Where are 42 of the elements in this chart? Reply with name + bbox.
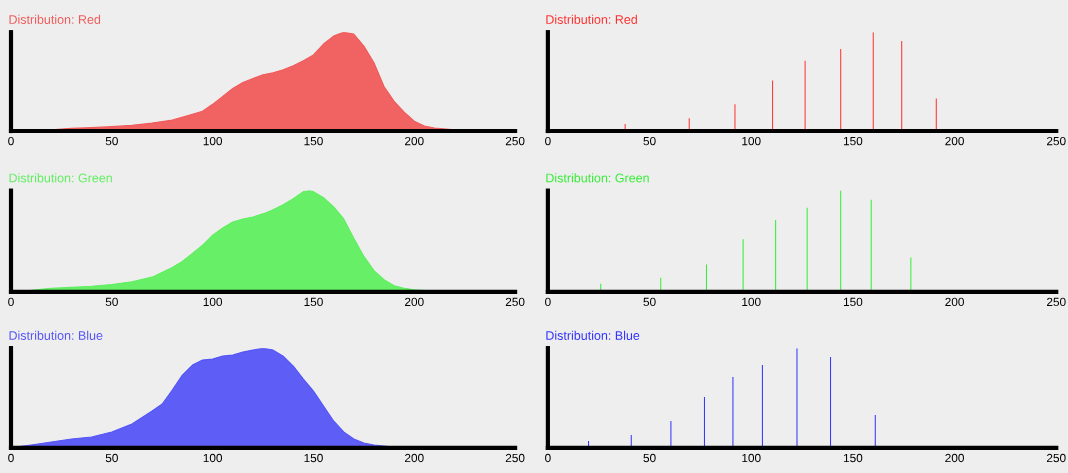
x-tick-label: 0	[545, 297, 551, 307]
x-tick-label: 250	[505, 453, 525, 463]
x-tick-label: 100	[742, 136, 761, 146]
x-tick-label: 150	[843, 297, 863, 307]
chart-title: Distribution: Blue	[546, 330, 640, 340]
x-tick-label: 150	[843, 453, 863, 463]
x-tick-label: 200	[405, 136, 424, 146]
x-tick-label: 250	[1047, 136, 1066, 146]
chart-title: Distribution: Blue	[9, 330, 103, 340]
x-tick-label: 100	[203, 136, 223, 146]
chart-title: Distribution: Green	[9, 173, 112, 183]
x-tick-label: 0	[545, 136, 551, 146]
x-tick-label: 250	[505, 297, 525, 307]
x-tick-label: 100	[203, 297, 223, 307]
x-tick-label: 200	[405, 453, 424, 463]
x-tick-label: 50	[105, 136, 118, 146]
chart-title: Distribution: Red	[9, 14, 101, 24]
x-tick-label: 200	[945, 453, 964, 463]
x-tick-label: 250	[1047, 453, 1066, 463]
x-tick-label: 50	[643, 136, 656, 146]
chart-title: Distribution: Red	[546, 14, 637, 24]
x-tick-label: 250	[1047, 297, 1066, 307]
x-tick-label: 50	[643, 297, 656, 307]
x-tick-label: 150	[304, 453, 323, 463]
chart-title: Distribution: Green	[546, 173, 649, 183]
x-tick-label: 0	[8, 136, 14, 146]
x-tick-label: 0	[545, 453, 551, 463]
x-tick-label: 250	[505, 136, 525, 146]
x-tick-label: 100	[742, 297, 761, 307]
x-tick-label: 50	[105, 297, 118, 307]
x-tick-label: 0	[8, 297, 14, 307]
x-tick-label: 150	[304, 136, 323, 146]
x-tick-label: 50	[105, 453, 118, 463]
x-tick-label: 200	[945, 136, 964, 146]
x-tick-label: 100	[742, 453, 761, 463]
x-tick-label: 50	[643, 453, 656, 463]
x-tick-label: 150	[843, 136, 863, 146]
x-tick-label: 100	[203, 453, 223, 463]
x-tick-label: 200	[405, 297, 424, 307]
x-tick-label: 0	[8, 453, 14, 463]
x-tick-label: 150	[304, 297, 323, 307]
x-tick-label: 200	[945, 297, 964, 307]
